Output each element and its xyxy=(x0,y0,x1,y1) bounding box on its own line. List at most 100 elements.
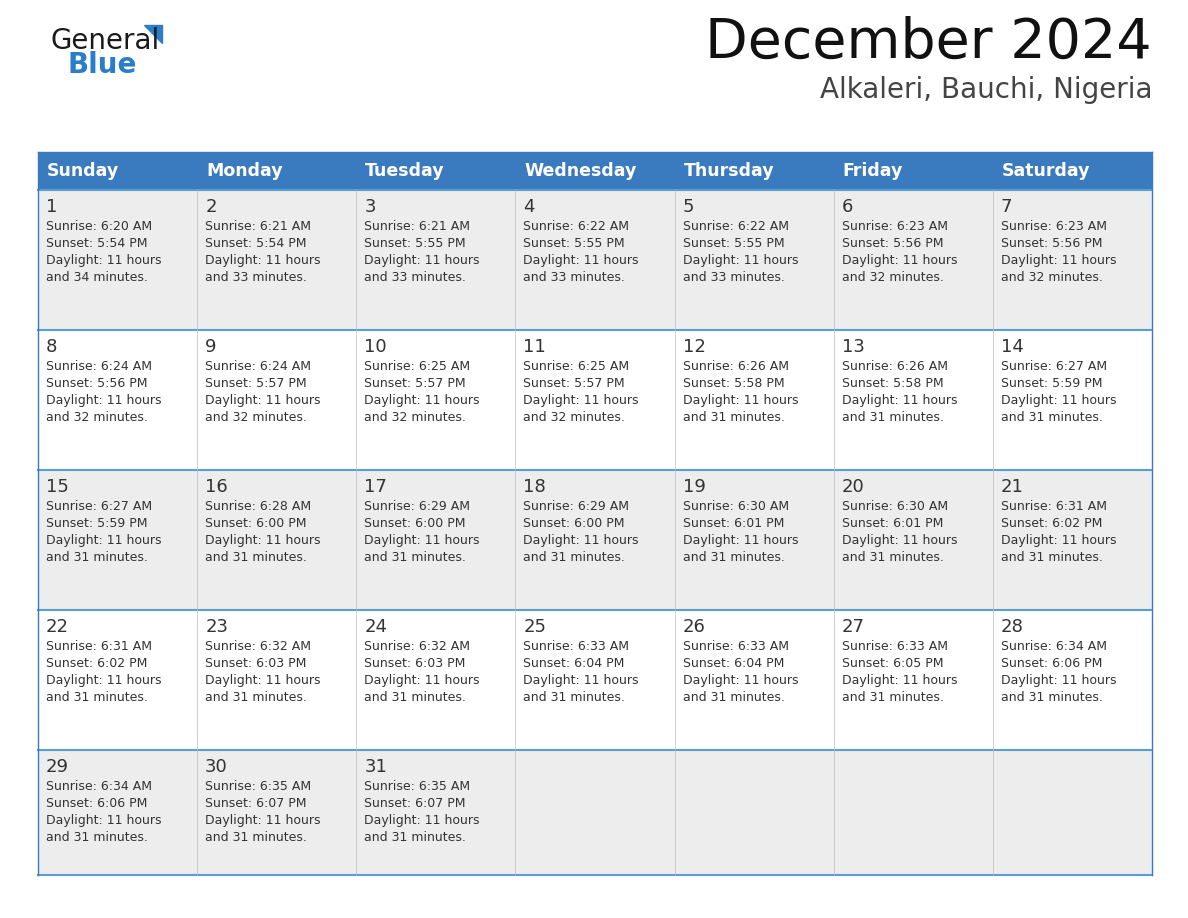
Text: Sunset: 5:59 PM: Sunset: 5:59 PM xyxy=(46,517,147,530)
Text: Wednesday: Wednesday xyxy=(524,162,637,180)
Polygon shape xyxy=(144,25,162,43)
Text: 13: 13 xyxy=(842,338,865,356)
Text: Saturday: Saturday xyxy=(1001,162,1091,180)
Text: Sunset: 5:58 PM: Sunset: 5:58 PM xyxy=(683,377,784,390)
Text: Sunrise: 6:24 AM: Sunrise: 6:24 AM xyxy=(46,360,152,373)
Text: Daylight: 11 hours: Daylight: 11 hours xyxy=(206,534,321,547)
Bar xyxy=(38,750,197,875)
Text: Daylight: 11 hours: Daylight: 11 hours xyxy=(365,674,480,687)
Bar xyxy=(356,190,516,330)
Text: and 33 minutes.: and 33 minutes. xyxy=(206,271,307,284)
Bar xyxy=(38,610,197,750)
Text: and 32 minutes.: and 32 minutes. xyxy=(365,411,466,424)
Bar xyxy=(993,330,1152,470)
Text: and 31 minutes.: and 31 minutes. xyxy=(365,551,466,564)
Text: Sunset: 6:02 PM: Sunset: 6:02 PM xyxy=(1000,517,1102,530)
Text: Daylight: 11 hours: Daylight: 11 hours xyxy=(1000,394,1117,407)
Text: Sunset: 5:55 PM: Sunset: 5:55 PM xyxy=(683,237,784,250)
Text: Sunset: 6:00 PM: Sunset: 6:00 PM xyxy=(365,517,466,530)
Text: Daylight: 11 hours: Daylight: 11 hours xyxy=(46,534,162,547)
Bar xyxy=(197,330,356,470)
Text: 31: 31 xyxy=(365,758,387,776)
Text: Monday: Monday xyxy=(207,162,283,180)
Text: Daylight: 11 hours: Daylight: 11 hours xyxy=(46,254,162,267)
Text: 27: 27 xyxy=(842,618,865,636)
Text: Daylight: 11 hours: Daylight: 11 hours xyxy=(206,814,321,827)
Text: Daylight: 11 hours: Daylight: 11 hours xyxy=(842,534,958,547)
Text: Sunset: 6:00 PM: Sunset: 6:00 PM xyxy=(206,517,307,530)
Text: Daylight: 11 hours: Daylight: 11 hours xyxy=(206,254,321,267)
Bar xyxy=(356,610,516,750)
Text: Sunset: 6:02 PM: Sunset: 6:02 PM xyxy=(46,657,147,670)
Text: Daylight: 11 hours: Daylight: 11 hours xyxy=(683,394,798,407)
Text: and 32 minutes.: and 32 minutes. xyxy=(46,411,147,424)
Text: Blue: Blue xyxy=(68,51,138,79)
Text: Daylight: 11 hours: Daylight: 11 hours xyxy=(365,814,480,827)
Text: Sunrise: 6:22 AM: Sunrise: 6:22 AM xyxy=(683,220,789,233)
Text: Sunset: 5:58 PM: Sunset: 5:58 PM xyxy=(842,377,943,390)
Text: Sunrise: 6:24 AM: Sunrise: 6:24 AM xyxy=(206,360,311,373)
Bar xyxy=(675,470,834,610)
Text: Sunset: 6:06 PM: Sunset: 6:06 PM xyxy=(46,797,147,810)
Text: Sunrise: 6:26 AM: Sunrise: 6:26 AM xyxy=(683,360,789,373)
Bar xyxy=(356,750,516,875)
Text: and 32 minutes.: and 32 minutes. xyxy=(524,411,625,424)
Bar xyxy=(516,610,675,750)
Text: 14: 14 xyxy=(1000,338,1024,356)
Text: 8: 8 xyxy=(46,338,57,356)
Bar xyxy=(356,470,516,610)
Text: Sunset: 5:59 PM: Sunset: 5:59 PM xyxy=(1000,377,1102,390)
Text: Sunset: 5:57 PM: Sunset: 5:57 PM xyxy=(365,377,466,390)
Text: 10: 10 xyxy=(365,338,387,356)
Text: Daylight: 11 hours: Daylight: 11 hours xyxy=(683,534,798,547)
Text: Sunset: 6:04 PM: Sunset: 6:04 PM xyxy=(683,657,784,670)
Bar xyxy=(675,750,834,875)
Text: Daylight: 11 hours: Daylight: 11 hours xyxy=(842,394,958,407)
Text: Sunrise: 6:22 AM: Sunrise: 6:22 AM xyxy=(524,220,630,233)
Text: Sunrise: 6:23 AM: Sunrise: 6:23 AM xyxy=(842,220,948,233)
Bar xyxy=(197,190,356,330)
Text: Sunrise: 6:25 AM: Sunrise: 6:25 AM xyxy=(524,360,630,373)
Bar xyxy=(38,470,197,610)
Text: Daylight: 11 hours: Daylight: 11 hours xyxy=(46,394,162,407)
Bar xyxy=(516,330,675,470)
Text: Sunrise: 6:30 AM: Sunrise: 6:30 AM xyxy=(683,500,789,513)
Bar xyxy=(993,470,1152,610)
Text: Sunset: 6:00 PM: Sunset: 6:00 PM xyxy=(524,517,625,530)
Text: Sunrise: 6:35 AM: Sunrise: 6:35 AM xyxy=(206,780,311,793)
Text: Sunrise: 6:29 AM: Sunrise: 6:29 AM xyxy=(365,500,470,513)
Bar xyxy=(993,610,1152,750)
Text: 3: 3 xyxy=(365,198,375,216)
Text: Sunset: 5:54 PM: Sunset: 5:54 PM xyxy=(206,237,307,250)
Text: Daylight: 11 hours: Daylight: 11 hours xyxy=(842,254,958,267)
Text: and 31 minutes.: and 31 minutes. xyxy=(46,691,147,704)
Text: 15: 15 xyxy=(46,478,69,496)
Text: Sunset: 6:07 PM: Sunset: 6:07 PM xyxy=(365,797,466,810)
Text: Tuesday: Tuesday xyxy=(365,162,446,180)
Text: Sunset: 6:01 PM: Sunset: 6:01 PM xyxy=(683,517,784,530)
Text: Sunrise: 6:33 AM: Sunrise: 6:33 AM xyxy=(683,640,789,653)
Text: Sunset: 5:54 PM: Sunset: 5:54 PM xyxy=(46,237,147,250)
Text: and 33 minutes.: and 33 minutes. xyxy=(524,271,625,284)
Text: Daylight: 11 hours: Daylight: 11 hours xyxy=(46,674,162,687)
Text: Daylight: 11 hours: Daylight: 11 hours xyxy=(206,674,321,687)
Text: 18: 18 xyxy=(524,478,546,496)
Text: and 31 minutes.: and 31 minutes. xyxy=(524,691,625,704)
Text: Daylight: 11 hours: Daylight: 11 hours xyxy=(524,254,639,267)
Bar xyxy=(675,610,834,750)
Text: Sunrise: 6:20 AM: Sunrise: 6:20 AM xyxy=(46,220,152,233)
Text: Daylight: 11 hours: Daylight: 11 hours xyxy=(365,534,480,547)
Text: Daylight: 11 hours: Daylight: 11 hours xyxy=(46,814,162,827)
Text: 24: 24 xyxy=(365,618,387,636)
Text: 7: 7 xyxy=(1000,198,1012,216)
Text: and 33 minutes.: and 33 minutes. xyxy=(365,271,466,284)
Text: Daylight: 11 hours: Daylight: 11 hours xyxy=(842,674,958,687)
Text: Sunset: 5:57 PM: Sunset: 5:57 PM xyxy=(524,377,625,390)
Text: 17: 17 xyxy=(365,478,387,496)
Text: Sunset: 5:56 PM: Sunset: 5:56 PM xyxy=(1000,237,1102,250)
Text: Daylight: 11 hours: Daylight: 11 hours xyxy=(524,534,639,547)
Text: 30: 30 xyxy=(206,758,228,776)
Bar xyxy=(834,610,993,750)
Text: Sunrise: 6:21 AM: Sunrise: 6:21 AM xyxy=(206,220,311,233)
Text: 23: 23 xyxy=(206,618,228,636)
